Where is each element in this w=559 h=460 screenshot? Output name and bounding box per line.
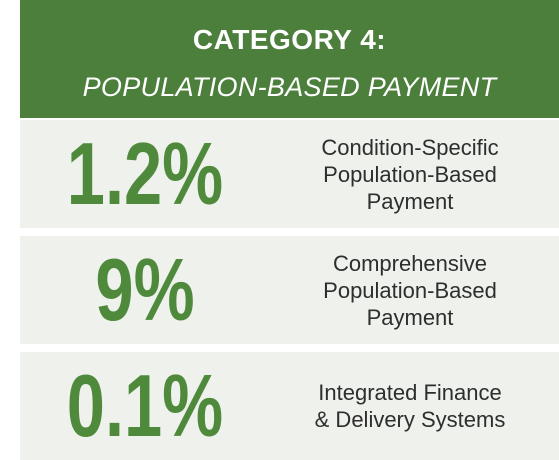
description-line: Condition-Specific xyxy=(321,134,499,160)
description-line: & Delivery Systems xyxy=(314,407,506,432)
stat-description: Integrated Finance & Delivery Systems xyxy=(275,352,545,460)
description-line: Population-Based xyxy=(323,277,497,303)
header: CATEGORY 4: POPULATION-BASED PAYMENT xyxy=(20,0,559,118)
stat-row: 0.1% Integrated Finance & Delivery Systems xyxy=(20,352,559,460)
description-line: Population-Based xyxy=(323,161,497,187)
header-title: CATEGORY 4: xyxy=(192,24,387,55)
stat-description: Condition-Specific Population-Based Paymen… xyxy=(275,120,545,228)
stat-row: 1.2% Condition-Specific Population-Based Pa… xyxy=(20,120,559,228)
description-line: Payment xyxy=(366,304,454,330)
stat-figure: 9% xyxy=(95,240,195,339)
description-line: Integrated Finance xyxy=(318,380,502,405)
description-line: Comprehensive xyxy=(332,250,488,276)
stat-figure: 1.2% xyxy=(66,124,224,223)
header-subtitle: POPULATION-BASED PAYMENT xyxy=(82,72,497,102)
description-line: Payment xyxy=(366,188,454,214)
stat-row: 9% Comprehensive Population-Based Payment xyxy=(20,236,559,344)
stat-description: Comprehensive Population-Based Payment xyxy=(275,236,545,344)
stat-figure: 0.1% xyxy=(66,356,224,455)
